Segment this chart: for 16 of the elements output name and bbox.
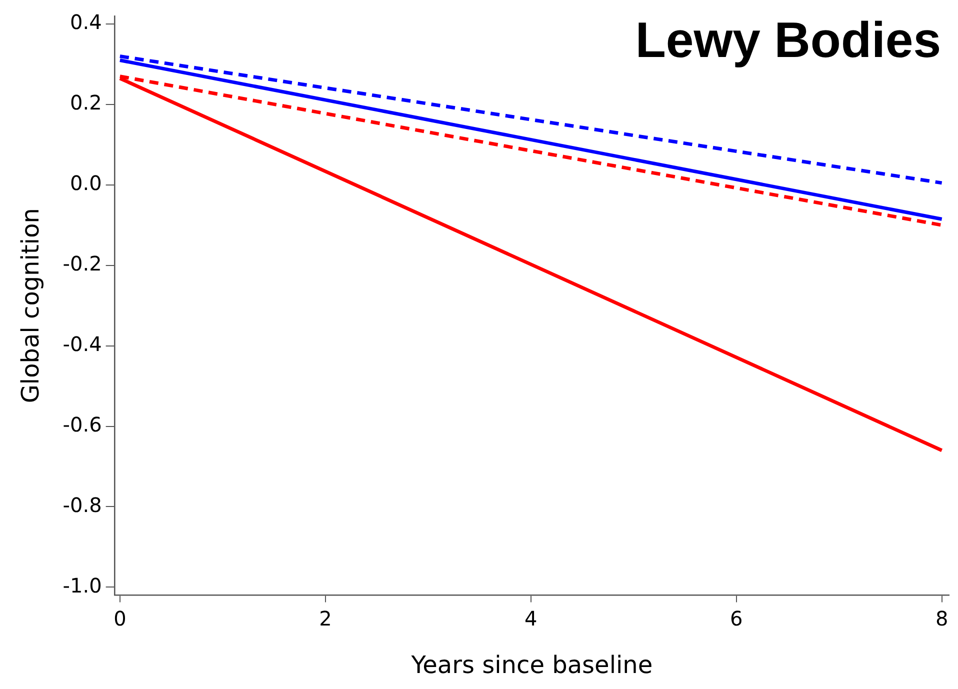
chart-title: Lewy Bodies: [635, 12, 941, 68]
x-axis-title: Years since baseline: [410, 650, 653, 679]
y-tick-label: -1.0: [62, 573, 102, 598]
y-tick-label: 0.4: [70, 10, 102, 34]
x-tick-label: 4: [524, 606, 538, 630]
y-tick-label: -0.8: [62, 492, 102, 517]
x-tick-label: 8: [935, 606, 948, 630]
y-axis-title: Global cognition: [16, 208, 45, 404]
y-tick-label: 0.2: [70, 90, 102, 115]
y-tick-label: -0.2: [62, 252, 102, 276]
y-tick-label: -0.6: [62, 412, 102, 436]
x-tick-label: 0: [114, 606, 126, 630]
y-tick-label: 0.0: [70, 171, 102, 196]
y-tick-label: -0.4: [62, 332, 102, 356]
x-tick-label: 2: [319, 606, 332, 630]
x-tick-label: 6: [730, 606, 743, 630]
